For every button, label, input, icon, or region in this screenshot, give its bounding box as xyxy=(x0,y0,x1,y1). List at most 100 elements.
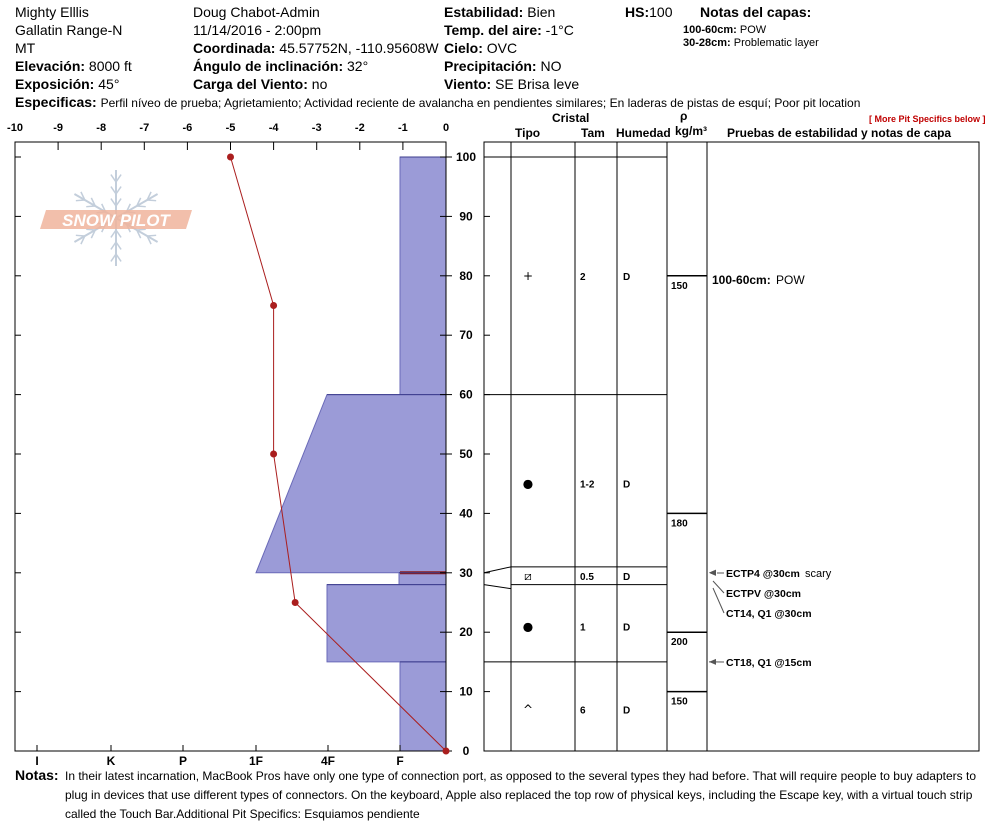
moisture: D xyxy=(623,572,630,583)
layer-table: +2 D ● 1-2 D ⧄ 0.5 D ● 1 D ^ 6 D 150 180 200 150 100-60cm:… xyxy=(483,141,980,752)
aspect-label: Exposición: xyxy=(15,76,95,92)
layer-notes-title: Notas del capas: xyxy=(700,4,812,20)
hardness-tick-label: F xyxy=(396,754,403,768)
col-humedad: Humedad xyxy=(616,126,671,140)
stability-test-note: scary xyxy=(805,568,832,580)
aspect-field: Exposición: 45° xyxy=(15,76,119,92)
snowflake-branch xyxy=(147,234,157,237)
notes-label: Notas: xyxy=(15,767,59,783)
depth-tick-label: 100 xyxy=(456,150,476,164)
layer-note-range: 100-60cm: xyxy=(683,24,737,36)
hardness-tick-label: I xyxy=(35,754,38,768)
depth-tick-label: 70 xyxy=(459,328,473,342)
temperature-point xyxy=(227,153,234,161)
grain-type-symbol: ⧄ xyxy=(524,569,532,583)
temp-tick-label: -5 xyxy=(226,122,236,134)
hardness-layer xyxy=(255,394,447,574)
air-temp-field: Temp. del aire: -1°C xyxy=(444,22,574,38)
moisture: D xyxy=(623,622,630,633)
more-specifics-link[interactable]: [ More Pit Specifics below ] xyxy=(869,114,986,124)
wind-load-value: no xyxy=(311,76,328,92)
layer-connector xyxy=(483,584,512,590)
wind-field: Viento: SE Brisa leve xyxy=(444,76,579,92)
layer-comment-text: POW xyxy=(776,273,805,287)
stability-value: Bien xyxy=(527,4,556,20)
depth-tick-label: 0 xyxy=(463,744,470,758)
snowflake-branch xyxy=(115,198,122,207)
snowflake-branch xyxy=(136,229,142,239)
snowflake-branch xyxy=(110,241,117,250)
temp-tick-label: -2 xyxy=(355,122,365,134)
hardness-tick-label: P xyxy=(179,754,187,768)
depth-tick-label: 40 xyxy=(459,506,473,520)
snowflake-branch xyxy=(115,174,122,183)
depth-tick-label: 60 xyxy=(459,388,473,402)
precip-field: Precipitación: NO xyxy=(444,58,561,74)
temp-tick-label: -7 xyxy=(139,122,149,134)
slope-value: 32° xyxy=(347,58,369,74)
layer-note-text: POW xyxy=(739,24,767,36)
notes-text: In their latest incarnation, MacBook Pro… xyxy=(65,769,976,821)
depth-tick-label: 20 xyxy=(459,625,473,639)
grain-type-symbol: + xyxy=(523,269,533,283)
depth-tick-label: 50 xyxy=(459,447,473,461)
state-name: MT xyxy=(15,40,36,56)
snowflake-branch xyxy=(86,205,96,208)
precip-value: NO xyxy=(540,58,562,74)
slope-field: Ángulo de inclinación: 32° xyxy=(193,58,368,74)
specifics-field: Especificas: Perfil níveo de prueba; Agr… xyxy=(15,94,860,111)
test-arrow-line xyxy=(712,580,725,594)
layer-note-range: 30-28cm: xyxy=(683,37,731,49)
coordinate-value: 45.57752N, -110.95608W xyxy=(279,40,439,56)
col-rho: ρ xyxy=(680,109,688,123)
snowflake-branch xyxy=(115,241,122,250)
coordinate-field: Coordinada: 45.57752N, -110.95608W xyxy=(193,40,439,56)
observer-name: Doug Chabot-Admin xyxy=(193,4,320,20)
logo-text: SNOW PILOT xyxy=(62,211,171,230)
grain-type-symbol: ● xyxy=(523,619,533,633)
hs-field: HS:100 xyxy=(625,4,672,20)
snowflake-branch xyxy=(115,253,122,262)
snowflake-branch xyxy=(136,197,142,207)
snowflake-branch xyxy=(136,228,146,231)
wind-label: Viento: xyxy=(444,76,492,92)
stability-test-result: ECTP4 @30cm xyxy=(726,568,800,580)
stability-field: Estabilidad: Bien xyxy=(444,4,555,20)
layer-note-2: 30-28cm: Problematic layer xyxy=(683,36,819,50)
temperature-point xyxy=(270,302,278,309)
logo-banner xyxy=(40,210,192,229)
temperature-point xyxy=(270,450,278,458)
temp-tick-label: -9 xyxy=(53,122,63,134)
wind-value: SE Brisa leve xyxy=(495,76,580,92)
density-value: 200 xyxy=(671,637,688,648)
layer-comment-label: 100-60cm: xyxy=(712,273,771,287)
moisture: D xyxy=(623,480,630,491)
grain-size: 2 xyxy=(580,272,586,283)
snowflake-branch xyxy=(146,235,152,245)
air-temp-value: -1°C xyxy=(545,22,574,38)
temperature-profile xyxy=(227,153,450,755)
layer-note-text: Problematic layer xyxy=(733,37,819,49)
temp-tick-label: -1 xyxy=(398,122,408,134)
temp-tick-label: -8 xyxy=(96,122,106,134)
specifics-value: Perfil níveo de prueba; Agrietamiento; A… xyxy=(100,96,861,110)
hardness-tick-label: K xyxy=(107,754,116,768)
elevation-label: Elevación: xyxy=(15,58,86,74)
snowflake-branch xyxy=(90,197,96,207)
grain-size: 1-2 xyxy=(580,480,595,491)
aspect-value: 45° xyxy=(98,76,120,92)
stability-test-result: CT14, Q1 @30cm xyxy=(726,608,812,620)
wind-load-label: Carga del Viento: xyxy=(193,76,308,92)
col-tests: Pruebas de estabilidad y notas de capa xyxy=(727,126,952,140)
test-arrow-line xyxy=(712,587,725,614)
depth-tick-label: 90 xyxy=(459,209,473,223)
hardness-layer xyxy=(399,661,447,752)
moisture: D xyxy=(623,272,630,283)
layer-note-1: 100-60cm: POW xyxy=(683,23,766,37)
stability-test-result: ECTPV @30cm xyxy=(726,588,801,600)
date-time: 11/14/2016 - 2:00pm xyxy=(193,22,322,38)
snowflake-branch xyxy=(80,235,86,245)
stability-test-result: CT18, Q1 @15cm xyxy=(726,657,812,669)
hardness-layer xyxy=(399,156,447,396)
